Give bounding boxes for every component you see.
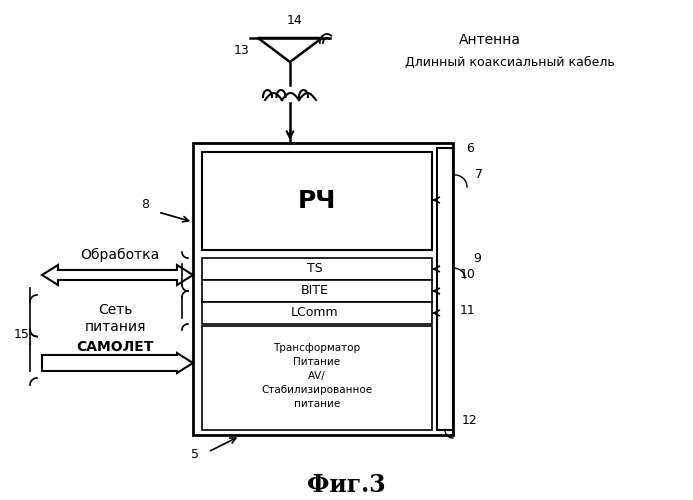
Text: 5: 5 (191, 448, 199, 462)
Text: 12: 12 (462, 414, 477, 426)
Text: 10: 10 (460, 268, 476, 281)
Text: питания: питания (85, 320, 146, 334)
Text: 7: 7 (475, 168, 483, 181)
Text: Сеть: Сеть (98, 303, 132, 317)
Text: 9: 9 (473, 252, 481, 264)
Bar (202, 152, 432, 250)
Text: САМОЛЕТ: САМОЛЕТ (76, 340, 154, 354)
Text: Трансформатор
Питание
АV/
Стабилизированное
питание: Трансформатор Питание АV/ Стабилизирован… (261, 343, 373, 409)
Bar (202, 258, 432, 280)
Text: BITE: BITE (301, 284, 328, 298)
Text: 13: 13 (234, 44, 250, 57)
Bar (202, 326, 432, 430)
Text: 15: 15 (14, 328, 30, 342)
Bar (202, 302, 432, 324)
Text: РЧ: РЧ (298, 189, 336, 213)
Bar (437, 148, 453, 430)
Text: Антенна: Антенна (459, 33, 521, 47)
Text: TS: TS (306, 262, 322, 276)
Text: LComm: LComm (290, 306, 338, 320)
Text: Фиг.3: Фиг.3 (307, 473, 385, 497)
Bar (193, 143, 453, 435)
Text: 14: 14 (287, 14, 303, 26)
Text: 8: 8 (141, 198, 149, 211)
Text: 11: 11 (460, 304, 476, 316)
Text: 6: 6 (466, 142, 474, 154)
Text: Обработка: Обработка (80, 248, 159, 262)
Text: Длинный коаксиальный кабель: Длинный коаксиальный кабель (405, 56, 615, 68)
Bar (202, 280, 432, 302)
